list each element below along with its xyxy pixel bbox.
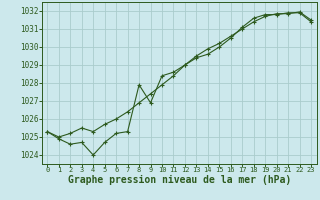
X-axis label: Graphe pression niveau de la mer (hPa): Graphe pression niveau de la mer (hPa) xyxy=(68,175,291,185)
